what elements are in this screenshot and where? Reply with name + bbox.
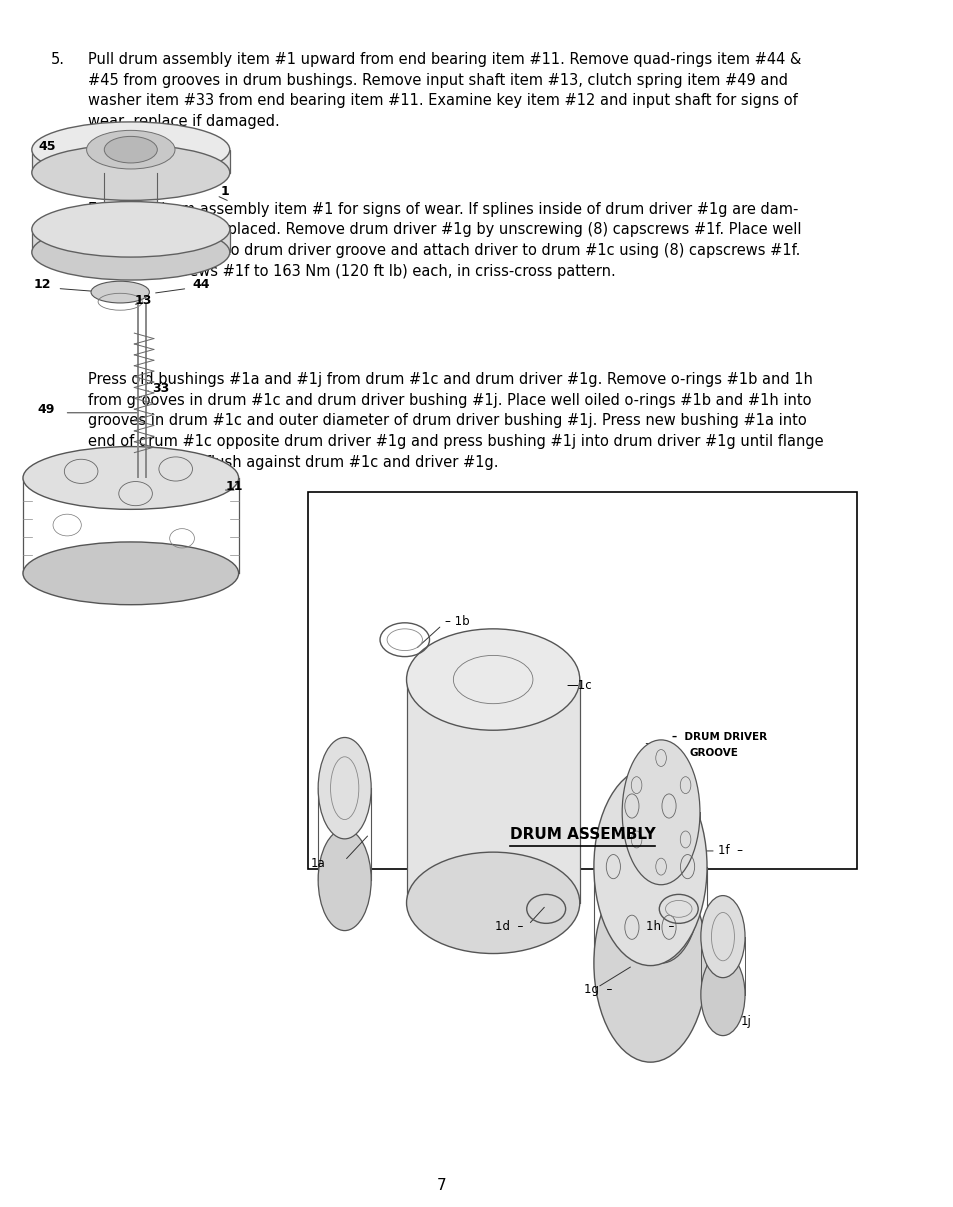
Text: Examine drum assembly item #1 for signs of wear. If splines inside of drum drive: Examine drum assembly item #1 for signs …	[89, 202, 801, 279]
Text: Press old bushings #1a and #1j from drum #1c and drum driver #1g. Remove o-rings: Press old bushings #1a and #1j from drum…	[89, 372, 823, 470]
Text: 1f  –: 1f –	[717, 845, 741, 857]
Ellipse shape	[23, 447, 238, 509]
Text: 1: 1	[221, 186, 230, 198]
Ellipse shape	[104, 136, 157, 163]
Text: 5.: 5.	[51, 52, 65, 66]
Text: 1h  –: 1h –	[645, 921, 674, 933]
Bar	[31, 150, 230, 173]
Ellipse shape	[31, 122, 230, 177]
Ellipse shape	[31, 202, 230, 257]
Ellipse shape	[406, 629, 579, 730]
Text: 44: 44	[193, 279, 210, 291]
Ellipse shape	[594, 768, 706, 966]
Bar	[104, 173, 157, 229]
Text: – 1b: – 1b	[444, 616, 469, 628]
Text: 1g  –: 1g –	[583, 984, 612, 996]
Ellipse shape	[318, 829, 371, 931]
Bar	[307, 492, 857, 869]
Ellipse shape	[31, 145, 230, 200]
Text: 49: 49	[37, 403, 54, 415]
Ellipse shape	[700, 896, 744, 978]
Text: 12: 12	[33, 279, 51, 291]
Ellipse shape	[594, 864, 706, 1062]
Ellipse shape	[91, 281, 150, 303]
Text: 1j: 1j	[740, 1015, 751, 1027]
Text: 45: 45	[39, 140, 56, 152]
Text: 13: 13	[134, 295, 152, 307]
Text: DRUM ASSEMBLY: DRUM ASSEMBLY	[509, 828, 655, 842]
Text: 1a: 1a	[311, 857, 326, 869]
Ellipse shape	[621, 740, 700, 885]
Text: 33: 33	[152, 383, 169, 395]
Ellipse shape	[318, 737, 371, 839]
Text: –  DRUM DRIVER: – DRUM DRIVER	[671, 733, 766, 742]
Text: Pull drum assembly item #1 upward from end bearing item #11. Remove quad-rings i: Pull drum assembly item #1 upward from e…	[89, 52, 801, 129]
Ellipse shape	[23, 542, 238, 605]
Bar	[406, 680, 579, 903]
Ellipse shape	[621, 818, 700, 963]
Text: —1c: —1c	[566, 680, 592, 692]
Bar	[31, 229, 230, 252]
Text: 11: 11	[225, 480, 243, 492]
Text: GROOVE: GROOVE	[689, 748, 738, 758]
Text: 7: 7	[436, 1178, 446, 1193]
Text: 1d  –: 1d –	[495, 921, 523, 933]
Ellipse shape	[700, 954, 744, 1036]
Ellipse shape	[87, 130, 174, 169]
Ellipse shape	[31, 225, 230, 280]
Ellipse shape	[406, 852, 579, 954]
